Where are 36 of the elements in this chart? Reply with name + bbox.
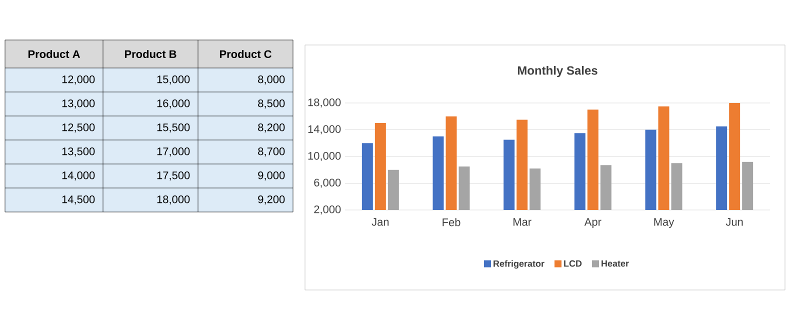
x-tick-label: Jun [726,218,743,226]
text: 18,000 [157,195,190,205]
text: 12,000 [62,75,95,85]
legend-label: LCD [564,260,582,267]
x-tick-label: May [654,218,674,228]
text: 9,000 [258,171,285,181]
text: 14,500 [62,195,95,205]
text: 8,200 [258,123,285,133]
chart-title: Monthly Sales [518,66,598,78]
y-tick-label: 18,000 [308,98,341,108]
text: Product B [124,50,176,58]
y-tick-label: 6,000 [314,178,341,188]
text: 13,500 [62,147,95,157]
text: 9,200 [258,195,285,205]
text: 13,000 [62,99,95,109]
y-tick-label: 2,000 [314,205,341,215]
x-tick-label: Feb [442,218,460,226]
legend-label: Heater [602,260,629,267]
text: 8,500 [258,99,285,109]
text: 17,000 [157,147,190,157]
text: 8,000 [258,75,285,85]
text: Product C [220,50,272,58]
y-tick-label: 14,000 [308,125,341,134]
text: 15,500 [157,123,190,133]
x-tick-label: Apr [584,218,602,228]
text: 16,000 [157,99,190,109]
y-tick-label: 10,000 [308,152,341,162]
text: 15,000 [157,75,190,85]
x-tick-label: Mar [514,218,532,226]
text: Product A [28,50,80,58]
x-tick-label: Jan [372,218,389,226]
text: 17,500 [157,171,190,181]
text: 12,500 [62,123,95,133]
legend-label: Refrigerator [494,260,544,269]
text: 8,700 [258,147,285,157]
text: 14,000 [62,171,95,181]
